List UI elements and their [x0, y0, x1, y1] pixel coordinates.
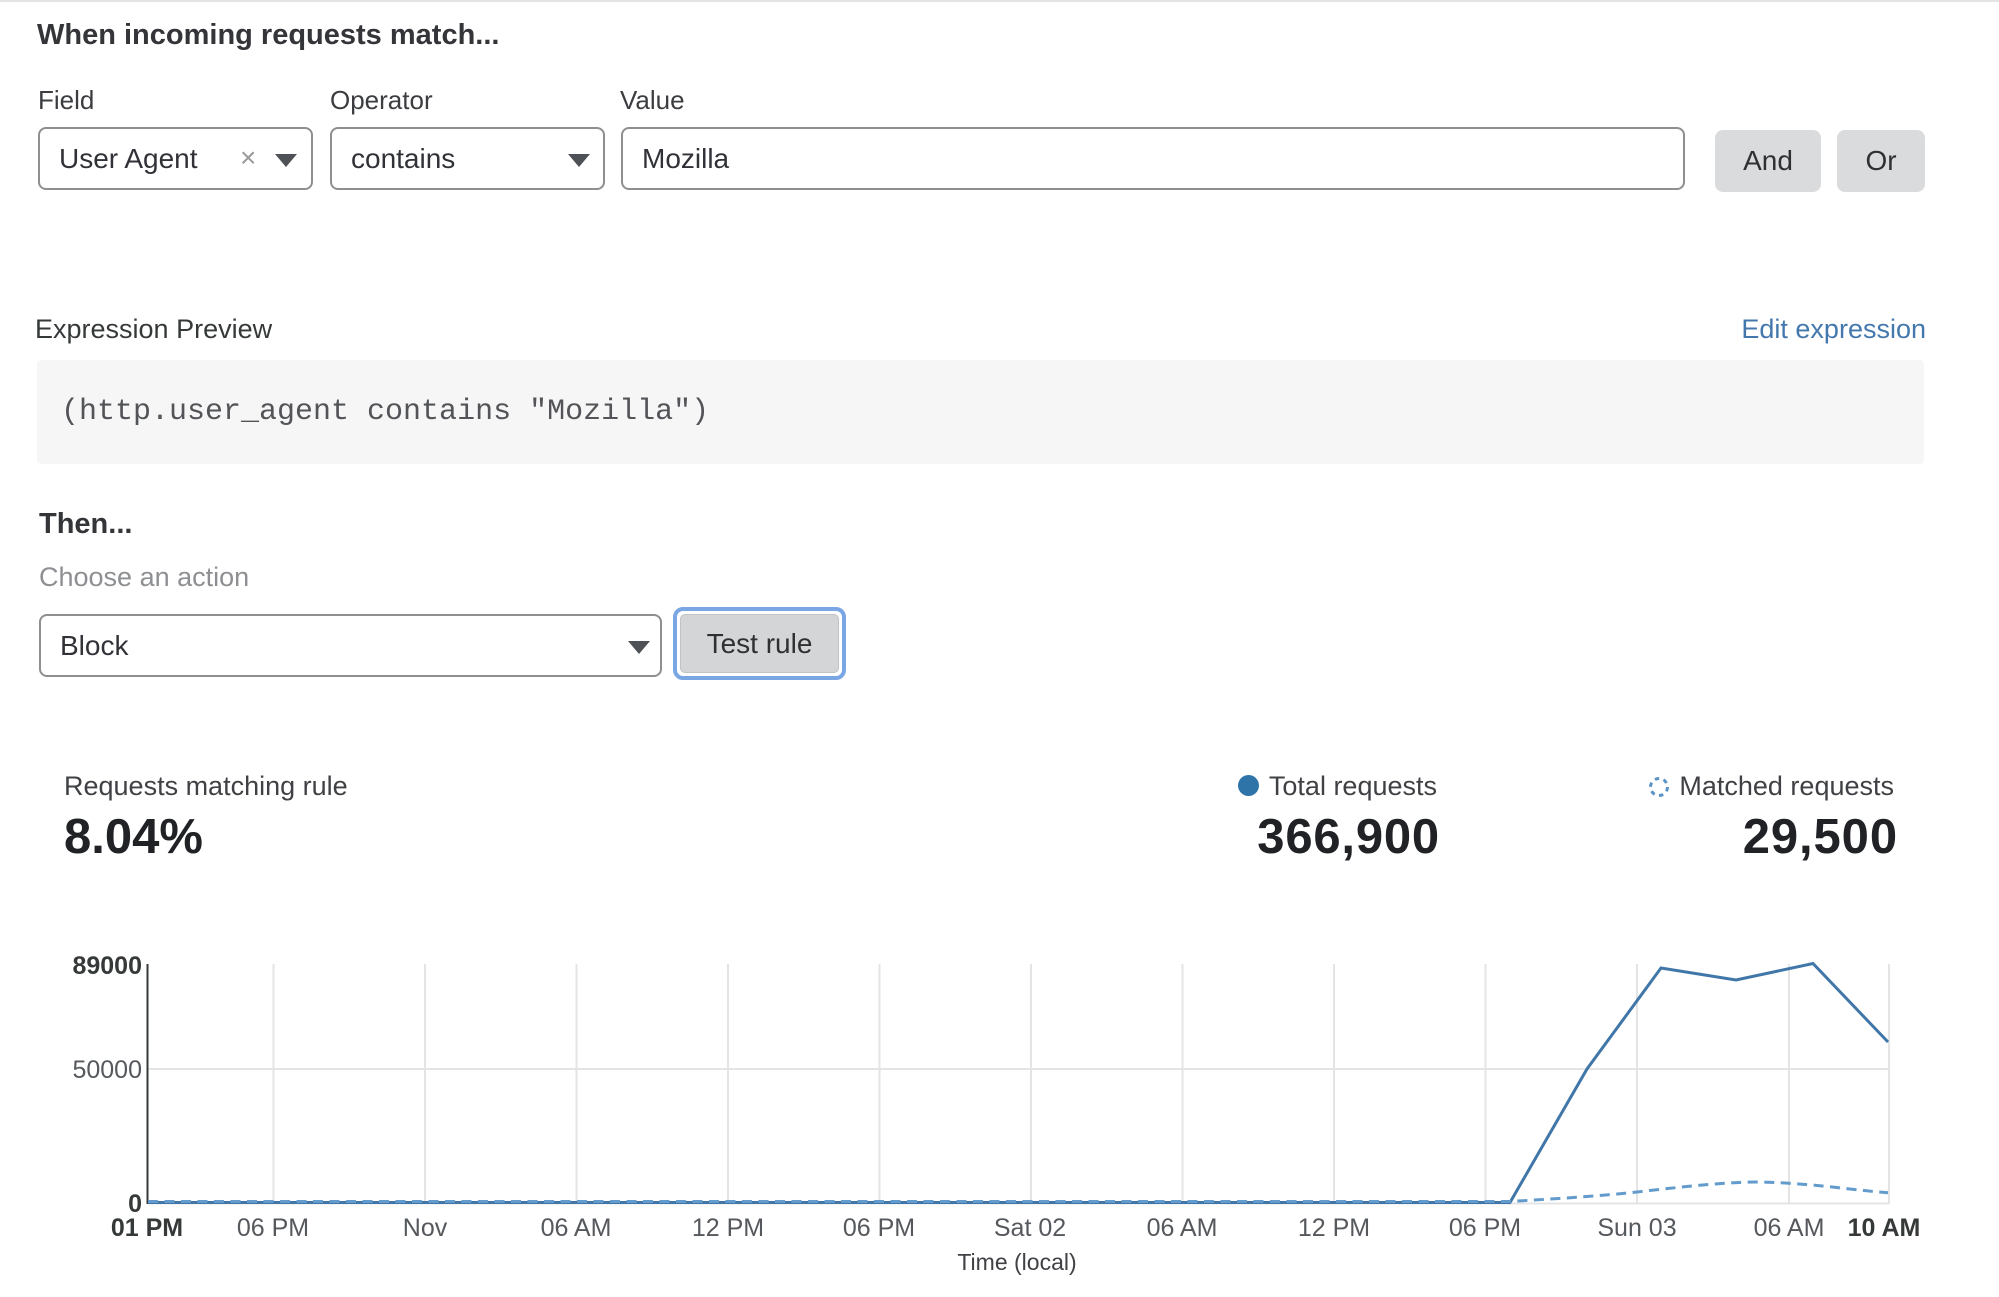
svg-text:0: 0 — [128, 1190, 142, 1218]
svg-text:06 PM: 06 PM — [237, 1214, 309, 1242]
svg-text:12 PM: 12 PM — [1298, 1214, 1370, 1242]
svg-text:06 PM: 06 PM — [843, 1214, 915, 1242]
svg-text:Time (local): Time (local) — [957, 1249, 1076, 1275]
svg-text:89000: 89000 — [72, 952, 142, 980]
svg-text:06 PM: 06 PM — [1449, 1214, 1521, 1242]
svg-text:12 PM: 12 PM — [692, 1214, 764, 1242]
svg-text:06 AM: 06 AM — [541, 1214, 612, 1242]
svg-text:01 PM: 01 PM — [111, 1214, 183, 1242]
svg-text:Sat 02: Sat 02 — [994, 1214, 1066, 1242]
svg-text:Nov: Nov — [403, 1214, 448, 1242]
svg-text:06 AM: 06 AM — [1754, 1214, 1825, 1242]
svg-text:10 AM: 10 AM — [1848, 1214, 1921, 1242]
svg-text:Sun 03: Sun 03 — [1597, 1214, 1676, 1242]
svg-text:50000: 50000 — [72, 1056, 142, 1084]
svg-text:06 AM: 06 AM — [1147, 1214, 1218, 1242]
